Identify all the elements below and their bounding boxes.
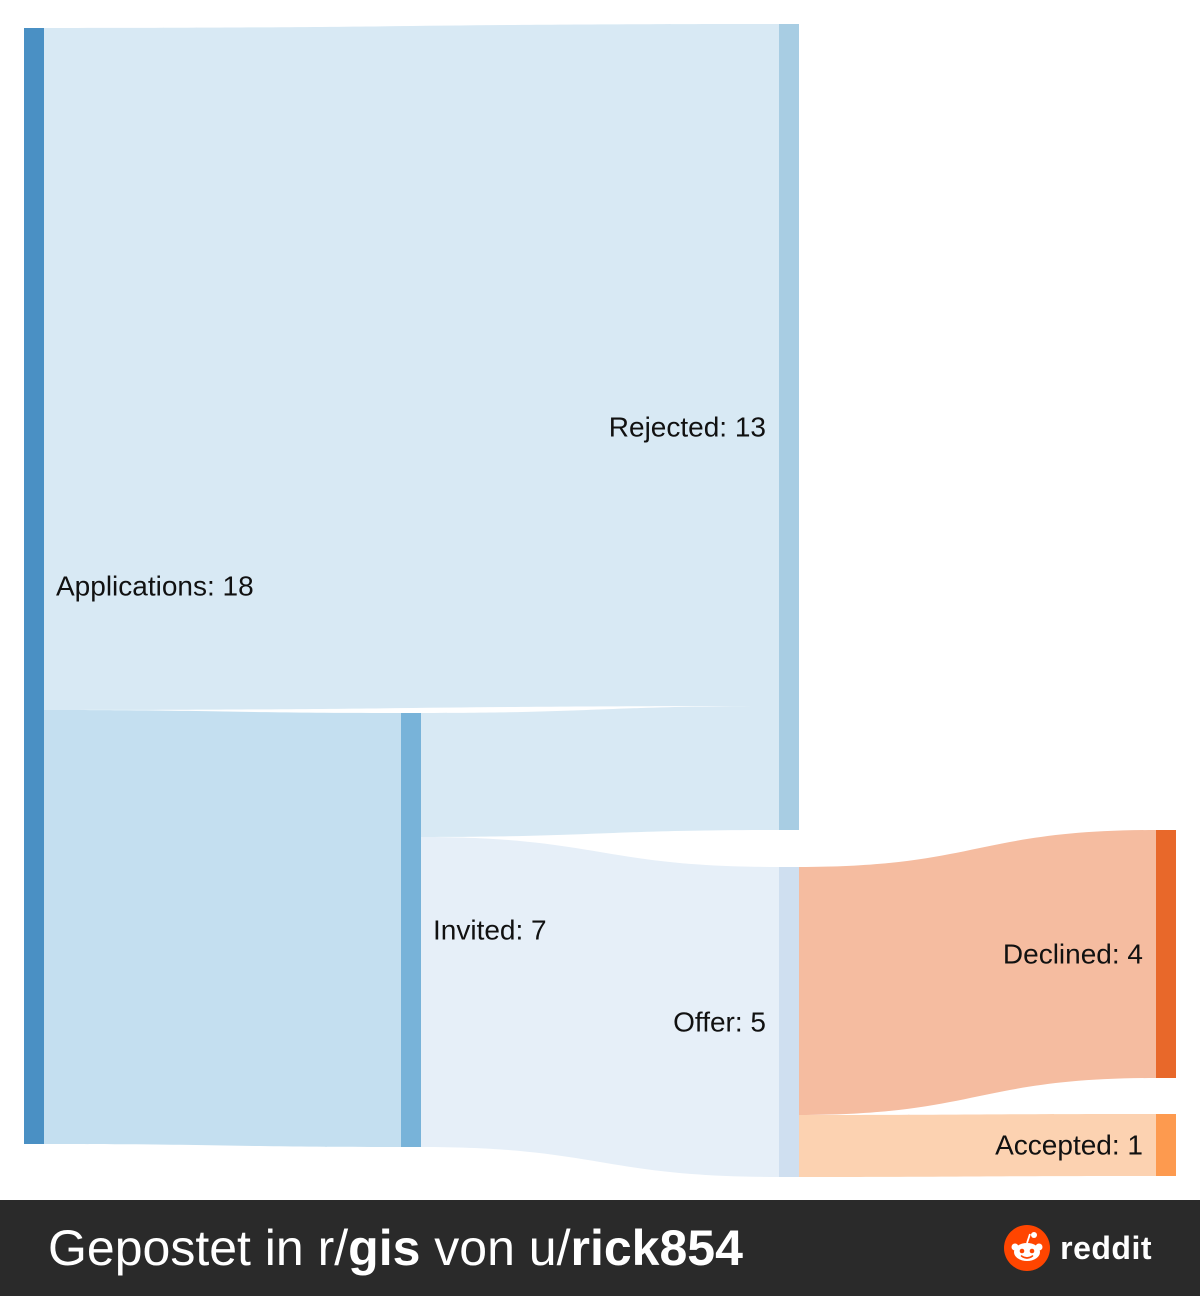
label-declined: Declined: 4 bbox=[1003, 939, 1143, 970]
reddit-wordmark: reddit bbox=[1060, 1229, 1152, 1266]
label-accepted: Accepted: 1 bbox=[995, 1130, 1143, 1161]
node-accepted bbox=[1156, 1114, 1176, 1176]
reddit-snoo-icon bbox=[1004, 1225, 1051, 1271]
footer-prefix: Gepostet in r/ bbox=[48, 1220, 349, 1276]
reddit-logo: reddit bbox=[1004, 1225, 1152, 1271]
node-offer bbox=[779, 867, 799, 1177]
node-applications bbox=[24, 28, 44, 1144]
label-rejected: Rejected: 13 bbox=[609, 412, 766, 443]
footer-caption: Gepostet in r/gis von u/rick854 bbox=[48, 1219, 743, 1277]
user-link[interactable]: rick854 bbox=[570, 1220, 743, 1276]
footer-bar: Gepostet in r/gis von u/rick854 reddit bbox=[0, 1200, 1200, 1296]
node-declined bbox=[1156, 830, 1176, 1078]
footer-middle: von u/ bbox=[420, 1220, 571, 1276]
node-invited bbox=[401, 713, 421, 1147]
link-offer-accepted bbox=[799, 1114, 1156, 1177]
link-invited-offer bbox=[421, 837, 779, 1177]
link-applications-rejected bbox=[44, 24, 779, 710]
node-rejected bbox=[779, 24, 799, 830]
label-offer: Offer: 5 bbox=[673, 1007, 766, 1038]
link-offer-declined bbox=[799, 830, 1156, 1115]
link-applications-invited bbox=[44, 710, 401, 1147]
subreddit-link[interactable]: gis bbox=[348, 1220, 421, 1276]
sankey-diagram: Applications: 18 Rejected: 13 Invited: 7 Of… bbox=[24, 24, 1176, 1177]
label-invited: Invited: 7 bbox=[433, 915, 547, 946]
label-applications: Applications: 18 bbox=[56, 571, 254, 602]
link-invited-rejected bbox=[421, 706, 779, 837]
